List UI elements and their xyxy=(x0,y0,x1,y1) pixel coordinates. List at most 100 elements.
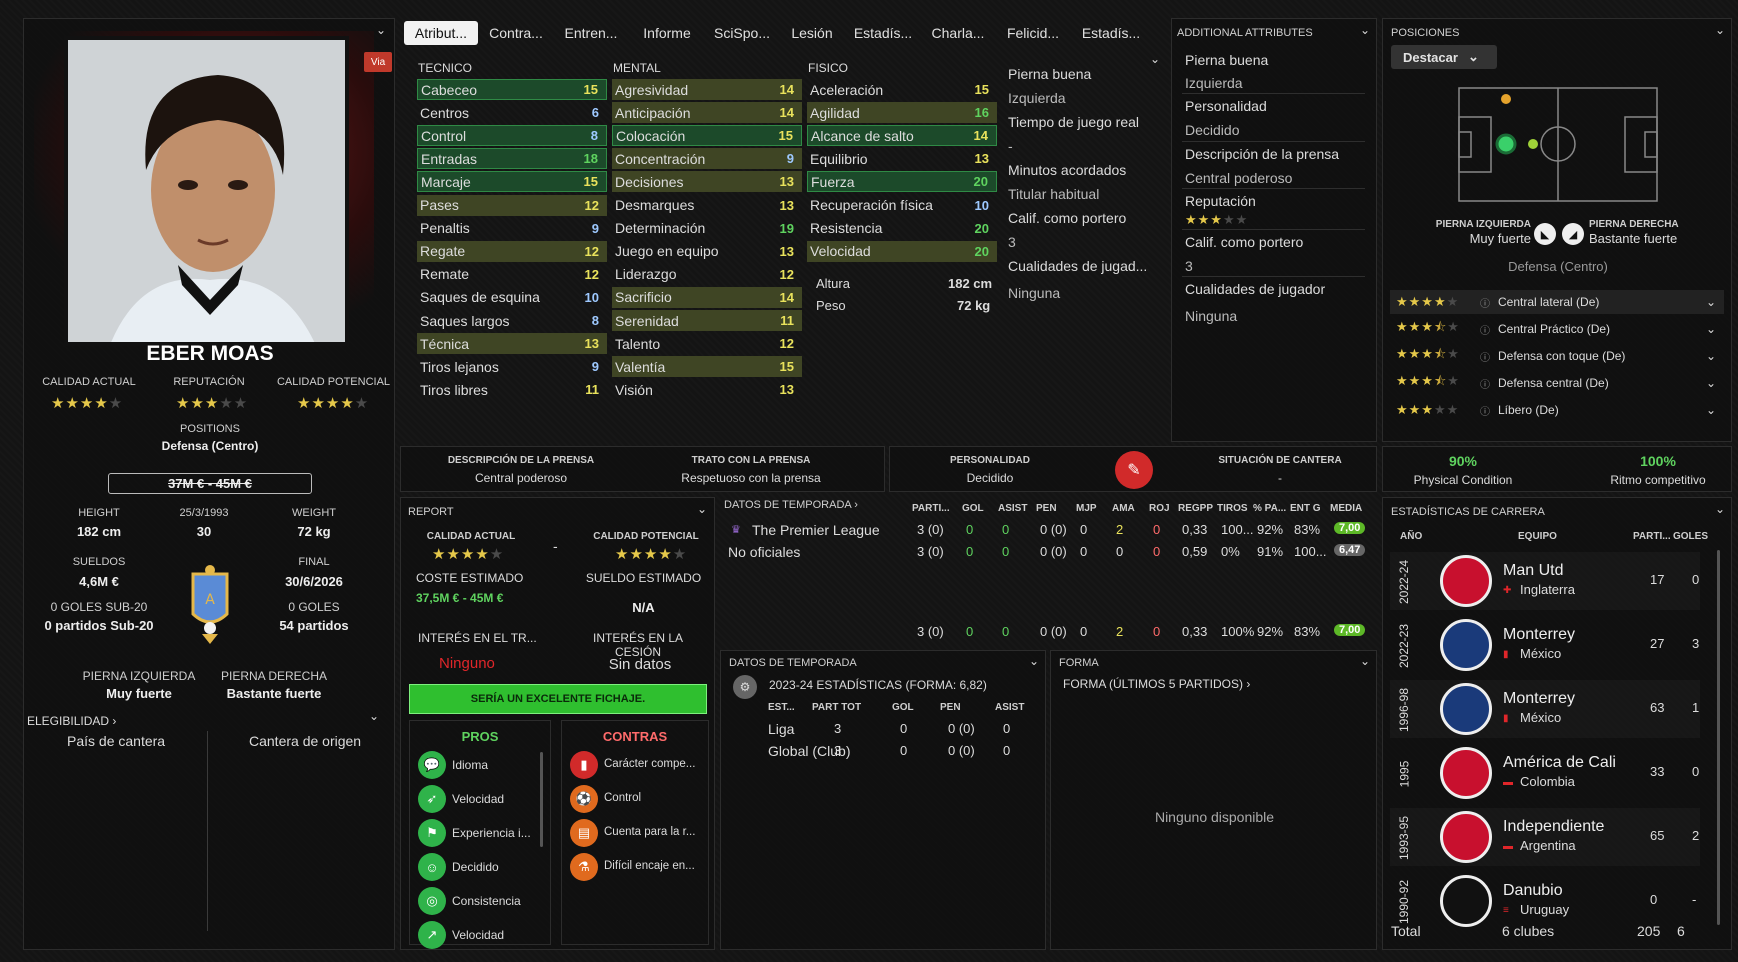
season-cell: 0 xyxy=(1080,544,1088,559)
attribute-value: 14 xyxy=(779,105,794,121)
season-cell: 7,00 xyxy=(1334,522,1366,534)
attribute-name: Centros xyxy=(420,104,470,121)
competition-name[interactable]: The Premier League xyxy=(752,522,880,538)
chevron-down-icon[interactable]: ⌄ xyxy=(1705,403,1716,417)
peso-label: Peso xyxy=(816,298,846,313)
chevron-down-icon[interactable]: ⌄ xyxy=(1150,52,1161,66)
attribute-name: Tiros lejanos xyxy=(420,358,499,375)
info-icon[interactable]: ⓘ xyxy=(1480,379,1490,391)
attribute-value: 13 xyxy=(779,197,794,213)
info-icon[interactable]: ⓘ xyxy=(1480,325,1490,337)
career-row[interactable]: 1995 América de Cali ▬ Colombia 33 0 xyxy=(1390,744,1700,802)
pos-pierna-izq-label: PIERNA IZQUIERDA xyxy=(1435,219,1531,230)
tab-felicidad[interactable]: Felicid... xyxy=(1006,25,1060,41)
chevron-down-icon[interactable]: ⌄ xyxy=(1360,23,1371,37)
info-icon[interactable]: ⓘ xyxy=(1480,406,1490,418)
attribute-value: 9 xyxy=(591,359,599,375)
tab-atributos[interactable]: Atribut... xyxy=(404,21,478,45)
chevron-down-icon[interactable]: ⌄ xyxy=(376,23,387,37)
season-cell: 0 xyxy=(1153,544,1161,559)
attribute-value: 15 xyxy=(583,82,598,97)
role-row[interactable]: ★★★★★ ⓘ Líbero (De) ⌄ xyxy=(1390,398,1724,422)
side-calif-value: 3 xyxy=(1008,234,1016,250)
prensa-value: Central poderoso xyxy=(474,471,568,485)
chevron-down-icon[interactable]: ⌄ xyxy=(1705,349,1716,363)
trato-label: TRATO CON LA PRENSA xyxy=(691,455,811,466)
chevron-down-icon[interactable]: ⌄ xyxy=(1360,654,1371,668)
season-header[interactable]: DATOS DE TEMPORADA › xyxy=(724,499,858,511)
attribute-value: 11 xyxy=(585,382,599,398)
career-team[interactable]: Independiente xyxy=(1503,818,1605,835)
side-minutos-value: Titular habitual xyxy=(1008,186,1100,202)
career-team[interactable]: Danubio xyxy=(1503,882,1563,899)
via-badge[interactable]: Via xyxy=(364,52,392,72)
tab-estadisticas[interactable]: Estadís... xyxy=(853,25,913,41)
role-row[interactable]: ★★★★★ ⓘ Central lateral (De) ⌄ xyxy=(1390,290,1724,314)
tab-contrato[interactable]: Contra... xyxy=(489,25,543,41)
career-row[interactable]: 1993-95 Independiente ▬ Argentina 65 2 xyxy=(1390,808,1700,866)
season-total-cell: 0 xyxy=(1153,624,1161,639)
season-column-header: TIROS xyxy=(1217,503,1248,514)
tab-entrenamiento[interactable]: Entren... xyxy=(564,25,618,41)
attribute-row: Control 8 xyxy=(417,125,607,147)
career-row[interactable]: 2022-23 Monterrey ▮ México 27 3 xyxy=(1390,616,1700,674)
career-row[interactable]: 2022-24 Man Utd ✚ Inglaterra 17 0 xyxy=(1390,552,1700,610)
career-scrollbar[interactable] xyxy=(1717,550,1720,925)
career-col-team: EQUIPO xyxy=(1518,531,1557,542)
divider xyxy=(1182,229,1365,230)
elegibilidad-header[interactable]: ELEGIBILIDAD › xyxy=(27,714,116,728)
season-column-header: ENT G xyxy=(1290,503,1321,514)
season-total-cell: 0,33 xyxy=(1182,624,1208,639)
weight-label: WEIGHT xyxy=(292,507,336,519)
pro-item: Velocidad xyxy=(452,792,505,806)
destacar-dropdown[interactable]: Destacar ⌄ xyxy=(1391,45,1497,69)
info-icon[interactable]: ⓘ xyxy=(1480,352,1490,364)
tab-charla[interactable]: Charla... xyxy=(931,25,985,41)
info-icon[interactable]: ⓘ xyxy=(1480,298,1490,310)
tab-lesion[interactable]: Lesión xyxy=(791,25,833,41)
season2-cell: 3 xyxy=(834,743,842,758)
career-team[interactable]: América de Cali xyxy=(1503,754,1616,771)
career-row[interactable]: 1996-98 Monterrey ▮ México 63 1 xyxy=(1390,680,1700,738)
personality-icon[interactable]: ✎ xyxy=(1115,451,1153,489)
career-team[interactable]: Monterrey xyxy=(1503,626,1576,643)
attribute-row: Valentía 15 xyxy=(612,356,802,378)
season-cell: 0 (0) xyxy=(1040,522,1067,537)
contra-item: Carácter compe... xyxy=(604,758,696,770)
attribute-name: Concentración xyxy=(615,150,706,167)
season-cell: 6,47 xyxy=(1334,544,1366,556)
coste-value: 37,5M € - 45M € xyxy=(416,591,504,605)
chevron-down-icon[interactable]: ⌄ xyxy=(369,709,380,723)
tab-estadisticas-2[interactable]: Estadís... xyxy=(1081,25,1141,41)
career-row[interactable]: 1990-92 Danubio ≡ Uruguay 0 - xyxy=(1390,872,1700,930)
chevron-down-icon[interactable]: ⌄ xyxy=(1029,654,1040,668)
career-goles: 1 xyxy=(1692,700,1700,715)
chevron-down-icon[interactable]: ⌄ xyxy=(1705,295,1716,309)
chevron-down-icon[interactable]: ⌄ xyxy=(1715,502,1726,516)
season-column-header: PEN xyxy=(1036,503,1057,514)
chevron-down-icon[interactable]: ⌄ xyxy=(1705,322,1716,336)
personality-panel: PERSONALIDAD Decidido ✎ SITUACIÓN DE CAN… xyxy=(889,446,1377,492)
forma-subtitle-link[interactable]: FORMA (ÚLTIMOS 5 PARTIDOS) › xyxy=(1063,677,1250,691)
partidos-sub20-value: 0 partidos Sub-20 xyxy=(44,618,154,633)
target-icon: ◎ xyxy=(418,887,446,915)
role-row[interactable]: ★★★⯪★ ⓘ Defensa central (De) ⌄ xyxy=(1390,371,1724,395)
career-team[interactable]: Monterrey xyxy=(1503,690,1576,707)
competition-name[interactable]: No oficiales xyxy=(728,544,801,560)
add-pierna-buena-label: Pierna buena xyxy=(1185,52,1269,68)
role-row[interactable]: ★★★⯪★ ⓘ Central Práctico (De) ⌄ xyxy=(1390,317,1724,341)
tab-scisports[interactable]: SciSpo... xyxy=(713,25,771,41)
pierna-der-value: Bastante fuerte xyxy=(226,686,322,701)
role-name: Defensa con toque (De) xyxy=(1498,349,1626,363)
career-col-year: AÑO xyxy=(1400,531,1423,542)
career-year: 1995 xyxy=(1397,760,1412,788)
chevron-down-icon[interactable]: ⌄ xyxy=(1715,23,1726,37)
tab-informe[interactable]: Informe xyxy=(643,25,691,41)
career-team[interactable]: Man Utd xyxy=(1503,562,1564,579)
attribute-row: Aceleración 15 xyxy=(807,79,997,100)
club-badge-icon xyxy=(1440,683,1492,735)
chevron-down-icon[interactable]: ⌄ xyxy=(1705,376,1716,390)
chevron-down-icon[interactable]: ⌄ xyxy=(697,502,708,516)
role-row[interactable]: ★★★⯪★ ⓘ Defensa con toque (De) ⌄ xyxy=(1390,344,1724,368)
pros-scrollbar[interactable] xyxy=(540,752,543,847)
